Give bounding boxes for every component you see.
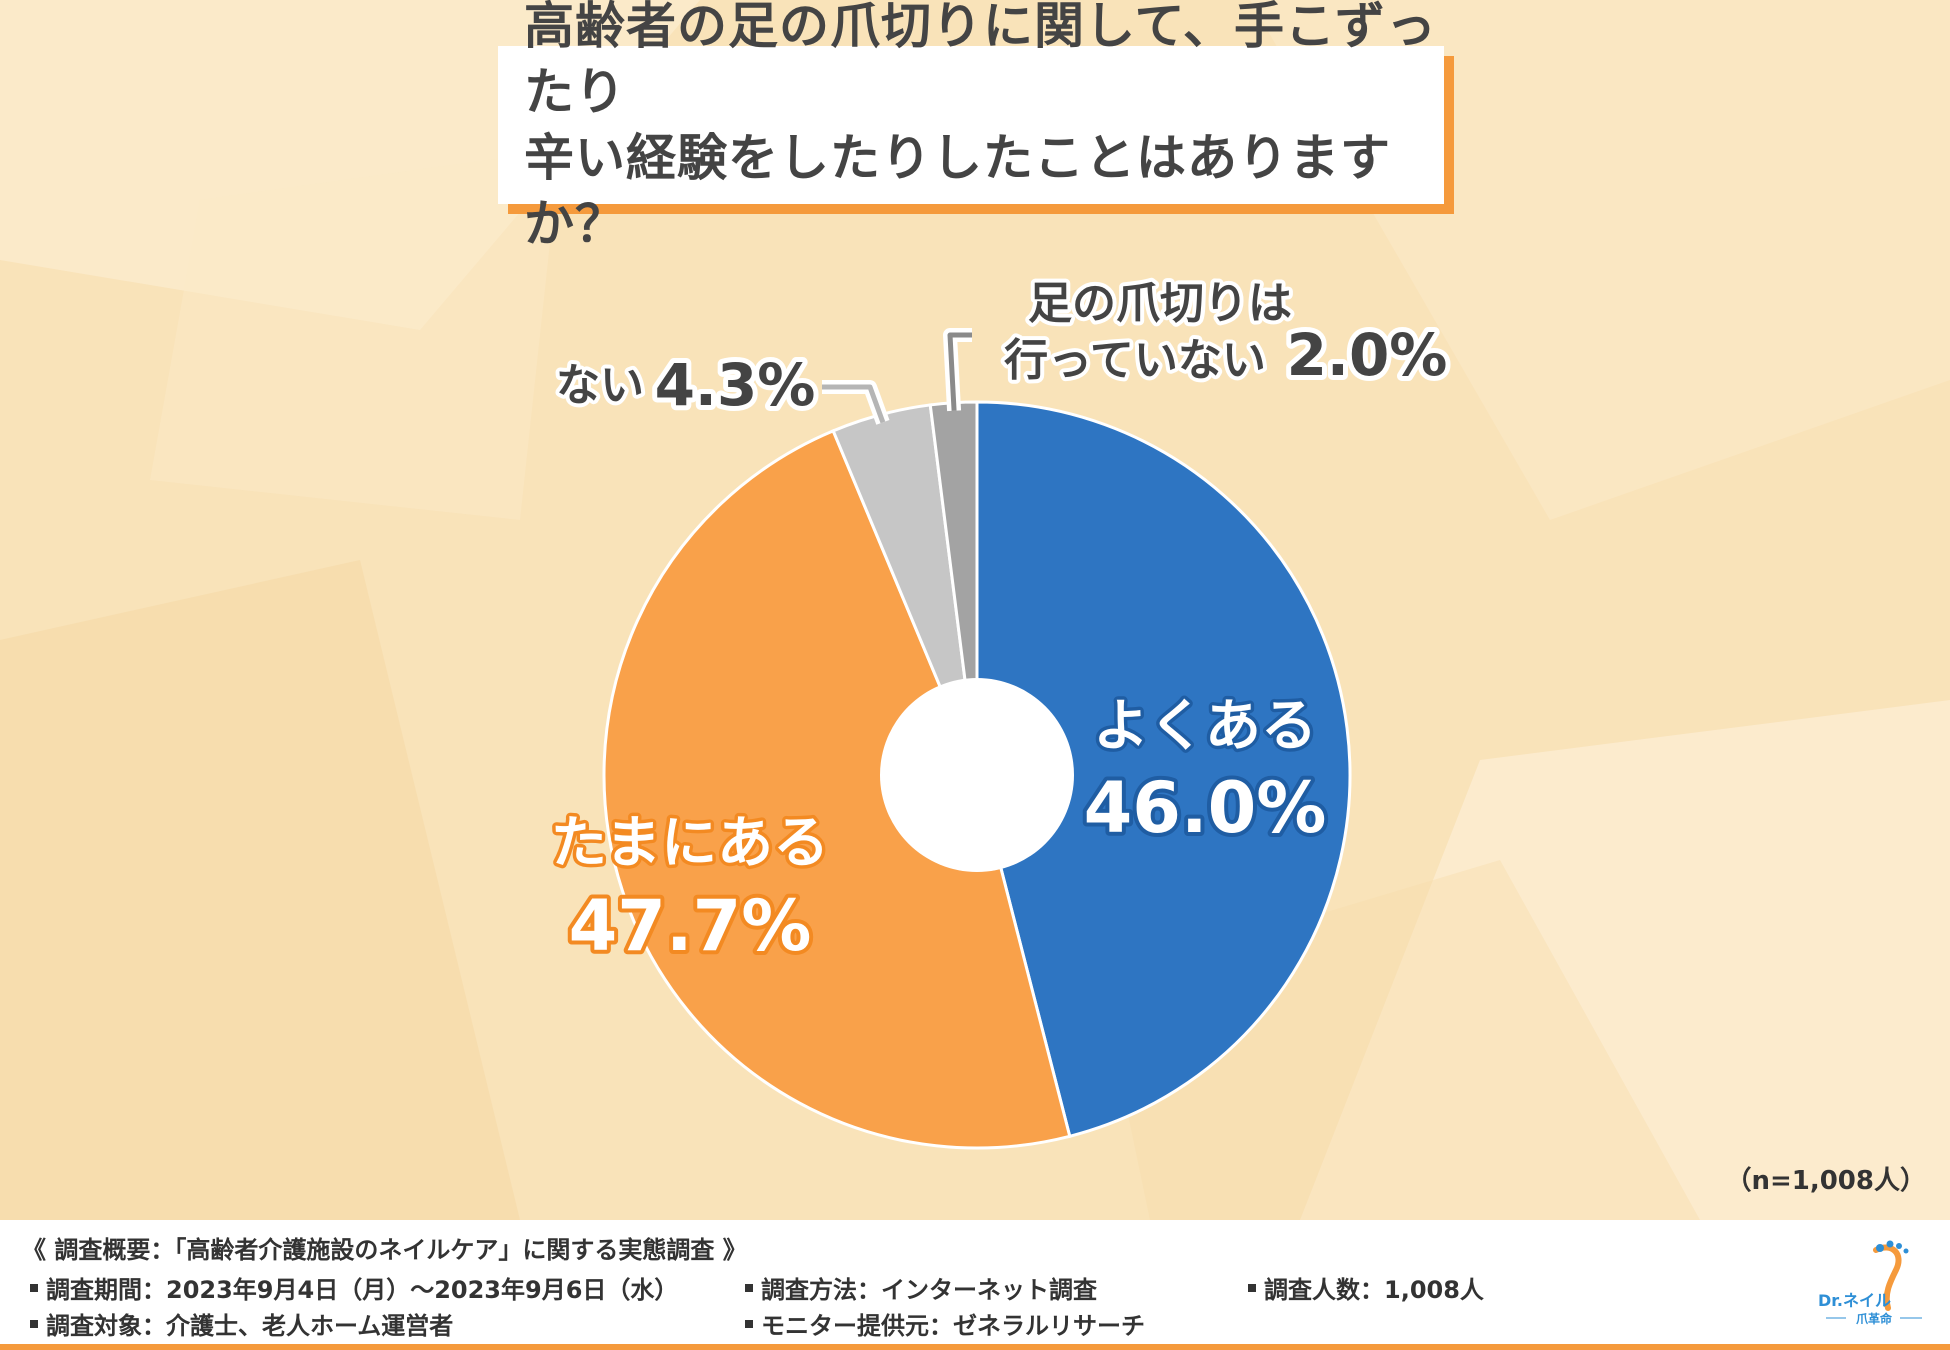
bullet-square-icon (1248, 1284, 1256, 1292)
title-box: 高齢者の足の爪切りに関して、手こずったり 辛い経験をしたりしたことはありますか？ (498, 0, 1444, 253)
survey-method-item: 調査方法：インターネット調査 (745, 1270, 1097, 1305)
survey-footer: 《 調査概要：「高齢者介護施設のネイルケア」に関する実態調査 》 調査期間：20… (0, 1220, 1950, 1350)
survey-method: 調査方法：インターネット調査 (761, 1276, 1097, 1304)
slice-value-3: 2.0% (1287, 321, 1448, 389)
survey-provider: モニター提供元：ゼネラルリサーチ (761, 1312, 1145, 1340)
slice-value-0: 46.0% (1084, 767, 1327, 849)
bullet-square-icon (30, 1284, 38, 1292)
survey-period-item: 調査期間：2023年9月4日（月）～2023年9月6日（水） (30, 1270, 678, 1305)
survey-target: 調査対象：介護士、老人ホーム運営者 (46, 1312, 454, 1340)
title-line-1: 高齢者の足の爪切りに関して、手こずったり (524, 0, 1437, 121)
survey-count: 調査人数：1,008人 (1264, 1276, 1484, 1304)
donut-hole (880, 678, 1074, 872)
survey-period: 調査期間：2023年9月4日（月）～2023年9月6日（水） (46, 1276, 679, 1304)
bullet-square-icon (745, 1320, 753, 1328)
survey-provider-item: モニター提供元：ゼネラルリサーチ (745, 1306, 1145, 1341)
title-line-2: 辛い経験をしたりしたことはありますか？ (524, 129, 1391, 253)
bullet-square-icon (745, 1284, 753, 1292)
bullet-square-icon (30, 1320, 38, 1328)
slice-value-1: 47.7% (569, 885, 812, 967)
leader-line-3 (947, 332, 972, 411)
pie-slice-1 (602, 428, 1072, 1150)
slice-label-3-line1: 足の爪切りは (1028, 278, 1292, 329)
survey-target-item: 調査対象：介護士、老人ホーム運営者 (30, 1306, 453, 1341)
logo-sub-text: 爪革命 (1856, 1311, 1893, 1326)
slice-label-3-line2: 行っていない (1004, 335, 1266, 386)
slice-value-2: 4.3% (655, 351, 816, 419)
slice-label-2: ない (556, 360, 644, 411)
slice-label-0: よくある (1093, 694, 1317, 759)
logo-main-text: Dr.ネイル (1818, 1291, 1891, 1310)
pie-slice-0 (975, 400, 1352, 1139)
leader-line-2 (822, 384, 886, 424)
slice-label-1: たまにある (551, 811, 829, 876)
survey-count-item: 調査人数：1,008人 (1248, 1270, 1484, 1305)
survey-heading: 《 調査概要：「高齢者介護施設のネイルケア」に関する実態調査 》 (22, 1236, 747, 1264)
sample-size-note: （n=1,008人） (1725, 1166, 1926, 1196)
dr-nail-logo: Dr.ネイル 爪革命 (1818, 1240, 1922, 1326)
